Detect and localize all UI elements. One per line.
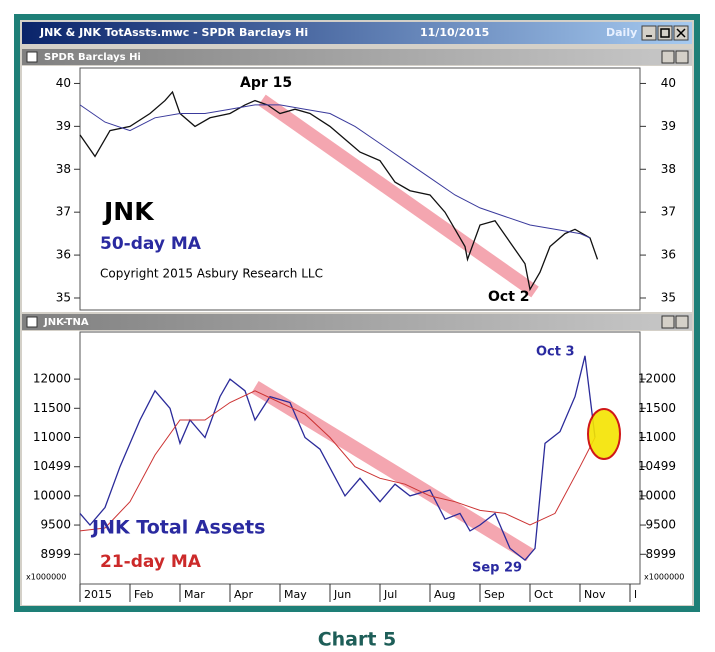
y-tick-label: 39: [56, 119, 71, 133]
y-tick-label: 10499: [638, 459, 676, 473]
window-interval: Daily: [606, 26, 637, 39]
y-tick-label: 8999: [645, 547, 676, 561]
annotation: Oct 2: [488, 289, 530, 305]
unit-label: x1000000: [644, 573, 684, 582]
trend-band: [258, 94, 539, 298]
x-tick-label: 2015: [84, 588, 112, 601]
y-tick-label: 40: [56, 76, 71, 90]
y-tick-label: 39: [661, 119, 676, 133]
panel-title: SPDR Barclays Hi: [44, 52, 141, 63]
annotation: Oct 3: [536, 345, 575, 360]
y-tick-label: 11500: [638, 401, 676, 415]
y-tick-label: 12000: [638, 372, 676, 386]
series-line: [79, 355, 596, 561]
x-tick-label: l: [634, 588, 637, 601]
y-tick-label: 9500: [40, 518, 71, 532]
y-tick-label: 40: [661, 76, 676, 90]
panel-header: [22, 314, 692, 330]
panel: [22, 331, 692, 585]
x-axis-strip: [22, 585, 692, 605]
y-tick-label: 37: [661, 205, 676, 219]
y-tick-label: 11000: [33, 430, 71, 444]
panel-header: [22, 49, 692, 65]
annotation: JNK Total Assets: [90, 517, 265, 539]
x-tick-label: Aug: [434, 588, 455, 601]
y-tick-label: 10000: [33, 488, 71, 502]
panel-title: JNK-TNA: [43, 317, 89, 328]
annotation: Apr 15: [240, 75, 292, 91]
plot-frame: [79, 67, 641, 311]
y-tick-label: 37: [56, 205, 71, 219]
y-tick-label: 11500: [33, 401, 71, 415]
x-tick-label: Jul: [383, 588, 397, 601]
y-tick-label: 8999: [40, 547, 71, 561]
window-title: JNK & JNK TotAssts.mwc - SPDR Barclays H…: [39, 26, 308, 39]
x-tick-label: Sep: [484, 588, 505, 601]
y-tick-label: 35: [661, 290, 676, 304]
minimize-button[interactable]: [641, 25, 657, 41]
panel-close[interactable]: [675, 315, 689, 329]
y-tick-label: 9500: [645, 518, 676, 532]
x-tick-label: Feb: [134, 588, 153, 601]
x-tick-label: Nov: [584, 588, 606, 601]
x-tick-label: Apr: [234, 588, 254, 601]
y-tick-label: 36: [661, 248, 676, 262]
x-tick-label: May: [284, 588, 307, 601]
panel-max[interactable]: [661, 50, 675, 64]
x-tick-label: Oct: [534, 588, 554, 601]
y-tick-label: 38: [661, 162, 676, 176]
annotation: Sep 29: [472, 561, 522, 576]
y-tick-label: 38: [56, 162, 71, 176]
x-tick-label: Mar: [184, 588, 205, 601]
highlight-circle: [587, 408, 621, 460]
unit-label: x1000000: [26, 573, 66, 582]
panel: [22, 66, 692, 312]
panel-max[interactable]: [661, 315, 675, 329]
y-tick-label: 10000: [638, 488, 676, 502]
trend-band: [251, 381, 534, 561]
series-line: [79, 390, 596, 532]
maximize-button[interactable]: [657, 25, 673, 41]
panel-buttons[interactable]: [661, 50, 689, 329]
window-date: 11/10/2015: [420, 26, 489, 39]
series-line: [79, 104, 591, 239]
window-buttons[interactable]: [641, 25, 689, 41]
y-tick-label: 36: [56, 248, 71, 262]
annotation: JNK: [102, 197, 155, 226]
y-tick-label: 10499: [33, 459, 71, 473]
y-tick-label: 12000: [33, 372, 71, 386]
y-tick-label: 35: [56, 290, 71, 304]
panel-close[interactable]: [675, 50, 689, 64]
y-tick-label: 11000: [638, 430, 676, 444]
annotation: 21-day MA: [100, 552, 202, 572]
annotation: 50-day MA: [100, 234, 202, 254]
annotation: Copyright 2015 Asbury Research LLC: [100, 267, 323, 281]
caption: Chart 5: [318, 629, 397, 651]
x-tick-label: Jun: [333, 588, 351, 601]
series-line: [79, 90, 599, 292]
title-bar: [22, 22, 692, 44]
plot-frame: [79, 331, 641, 585]
